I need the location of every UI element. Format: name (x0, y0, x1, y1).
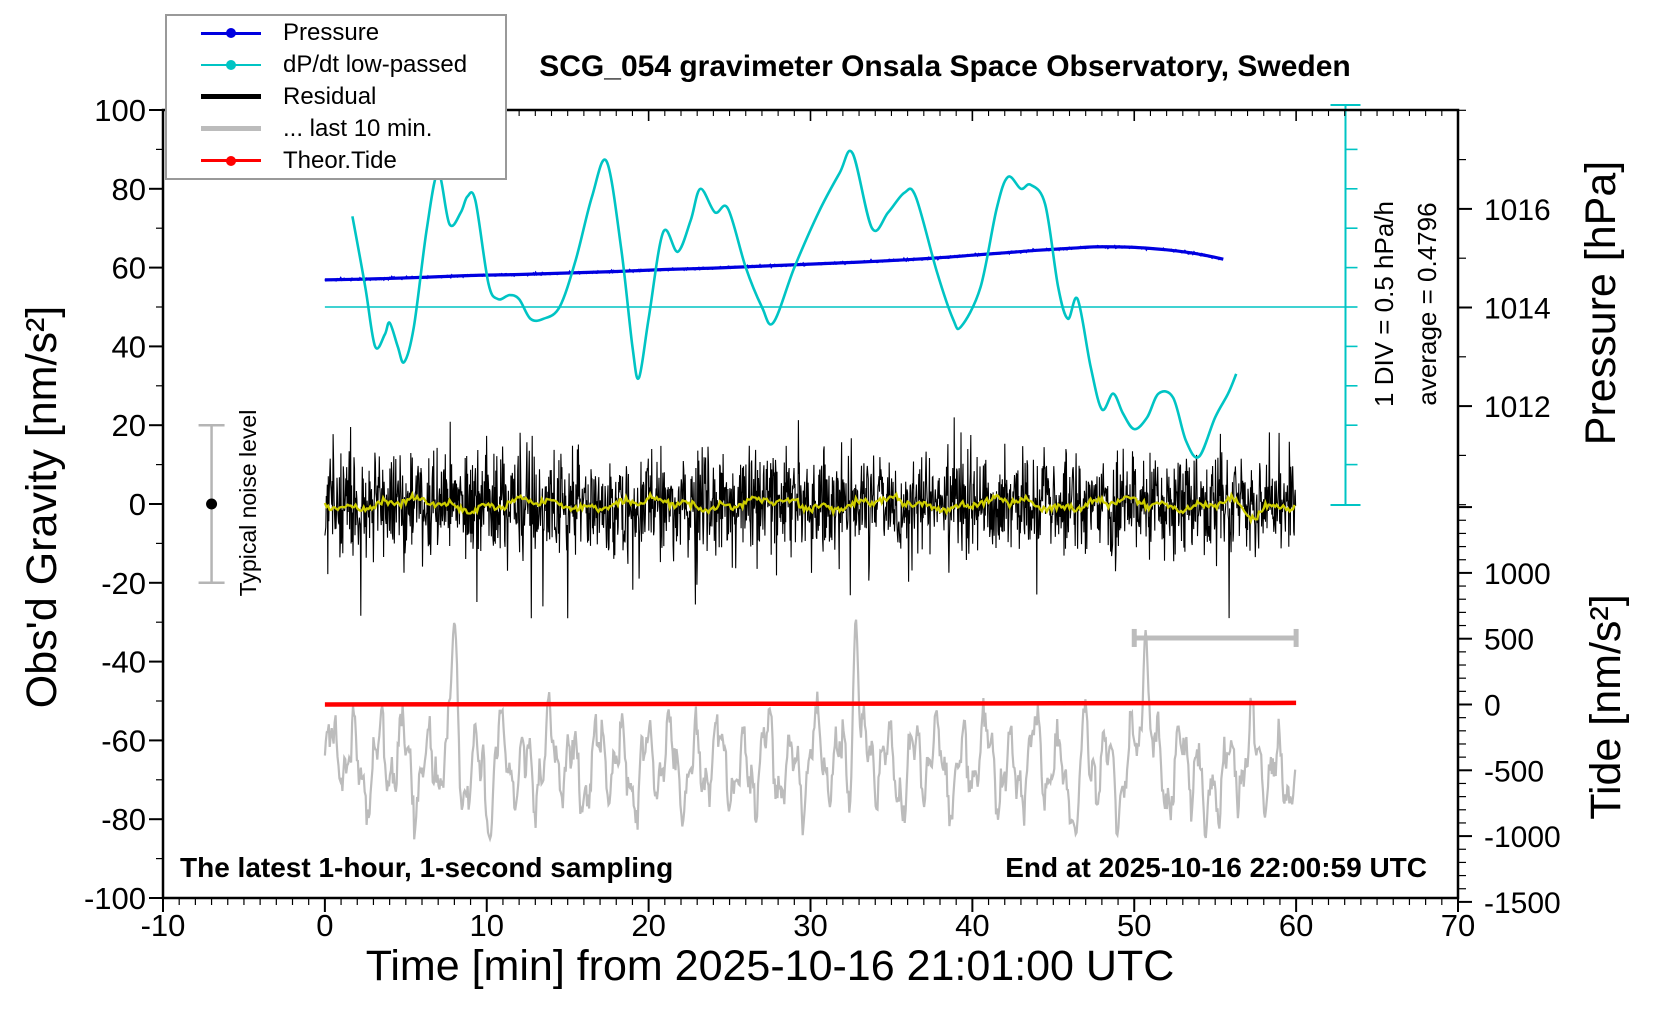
legend-item-last10: ... last 10 min. (167, 114, 505, 143)
legend-item-residual: Residual (167, 82, 505, 111)
tide-tick-label: 0 (1484, 690, 1501, 723)
tide-tick-label: -500 (1484, 755, 1544, 788)
legend-item-pressure: Pressure (167, 19, 505, 48)
tide-tick-label: 500 (1484, 624, 1534, 657)
gravity-tick-label: -40 (101, 645, 146, 680)
gravity-tick-label: 0 (129, 487, 146, 522)
last10-line-sample-icon (201, 124, 261, 133)
pressure-tick-label: 1012 (1484, 391, 1551, 424)
x-tick-label: -10 (141, 908, 186, 943)
gravity-tick-label: -100 (84, 881, 146, 916)
end-time-note: End at 2025-10-16 22:00:59 UTC (1005, 852, 1427, 883)
pressure-tick-label: 1014 (1484, 293, 1551, 326)
tide-tick-label: 1000 (1484, 558, 1551, 591)
x-tick-label: 50 (1117, 908, 1151, 943)
legend-label: ... last 10 min. (283, 114, 433, 142)
x-axis-title: Time [min] from 2025-10-16 21:01:00 UTC (365, 942, 1175, 990)
dpdt-series (351, 149, 1238, 459)
gravity-tick-label: -60 (101, 723, 146, 758)
gravity-tick-label: 60 (112, 251, 146, 286)
residual-series (324, 417, 1297, 619)
y-right-tide-axis-title: Tide [nm/s²] (1582, 594, 1630, 820)
legend-label: Theor.Tide (283, 146, 397, 174)
average-annotation: average = 0.4796 (1412, 202, 1442, 406)
theortide-series (324, 700, 1297, 707)
gravity-tick-label: 20 (112, 408, 146, 443)
pressure-tick-label: 1016 (1484, 194, 1551, 227)
residual-line-sample-icon (201, 92, 261, 101)
page-title: SCG_054 gravimeter Onsala Space Observat… (539, 50, 1351, 83)
gravity-tick-label: 80 (112, 172, 146, 207)
legend-item-dpdt: dP/dt low-passed (167, 51, 505, 80)
x-tick-label: 70 (1441, 908, 1475, 943)
typical-noise-level-annotation: Typical noise level (235, 409, 261, 597)
legend-label: Pressure (283, 19, 380, 47)
tide-tick-label: -1500 (1484, 887, 1561, 920)
x-tick-label: 20 (631, 908, 665, 943)
theortide-line-sample-icon (201, 155, 261, 166)
div-scale-annotation: 1 DIV = 0.5 hPa/h (1369, 201, 1399, 407)
x-tick-label: 60 (1279, 908, 1313, 943)
legend-label: dP/dt low-passed (283, 51, 468, 79)
gravity-tick-label: -20 (101, 566, 146, 601)
noise-errorbar-dot (206, 498, 218, 510)
last10-series (323, 619, 1297, 843)
smoothed-residual-series (323, 490, 1296, 525)
x-tick-label: 30 (793, 908, 827, 943)
tide-tick-label: -1000 (1484, 821, 1561, 854)
legend-item-theortide: Theor.Tide (167, 146, 505, 175)
x-tick-label: 10 (470, 908, 504, 943)
pressure-line-sample-icon (201, 28, 261, 39)
dpdt-line-sample-icon (201, 60, 261, 71)
gravity-tick-label: 100 (94, 93, 146, 128)
gravity-tick-label: 40 (112, 329, 146, 364)
x-tick-label: 0 (316, 908, 333, 943)
sampling-note: The latest 1-hour, 1-second sampling (180, 852, 674, 883)
y-left-axis-title: Obs'd Gravity [nm/s²] (18, 305, 66, 709)
x-tick-label: 40 (955, 908, 989, 943)
legend-label: Residual (283, 82, 377, 110)
legend: Pressure dP/dt low-passed Residual ... l… (165, 14, 507, 180)
gravity-tick-label: -80 (101, 802, 146, 837)
